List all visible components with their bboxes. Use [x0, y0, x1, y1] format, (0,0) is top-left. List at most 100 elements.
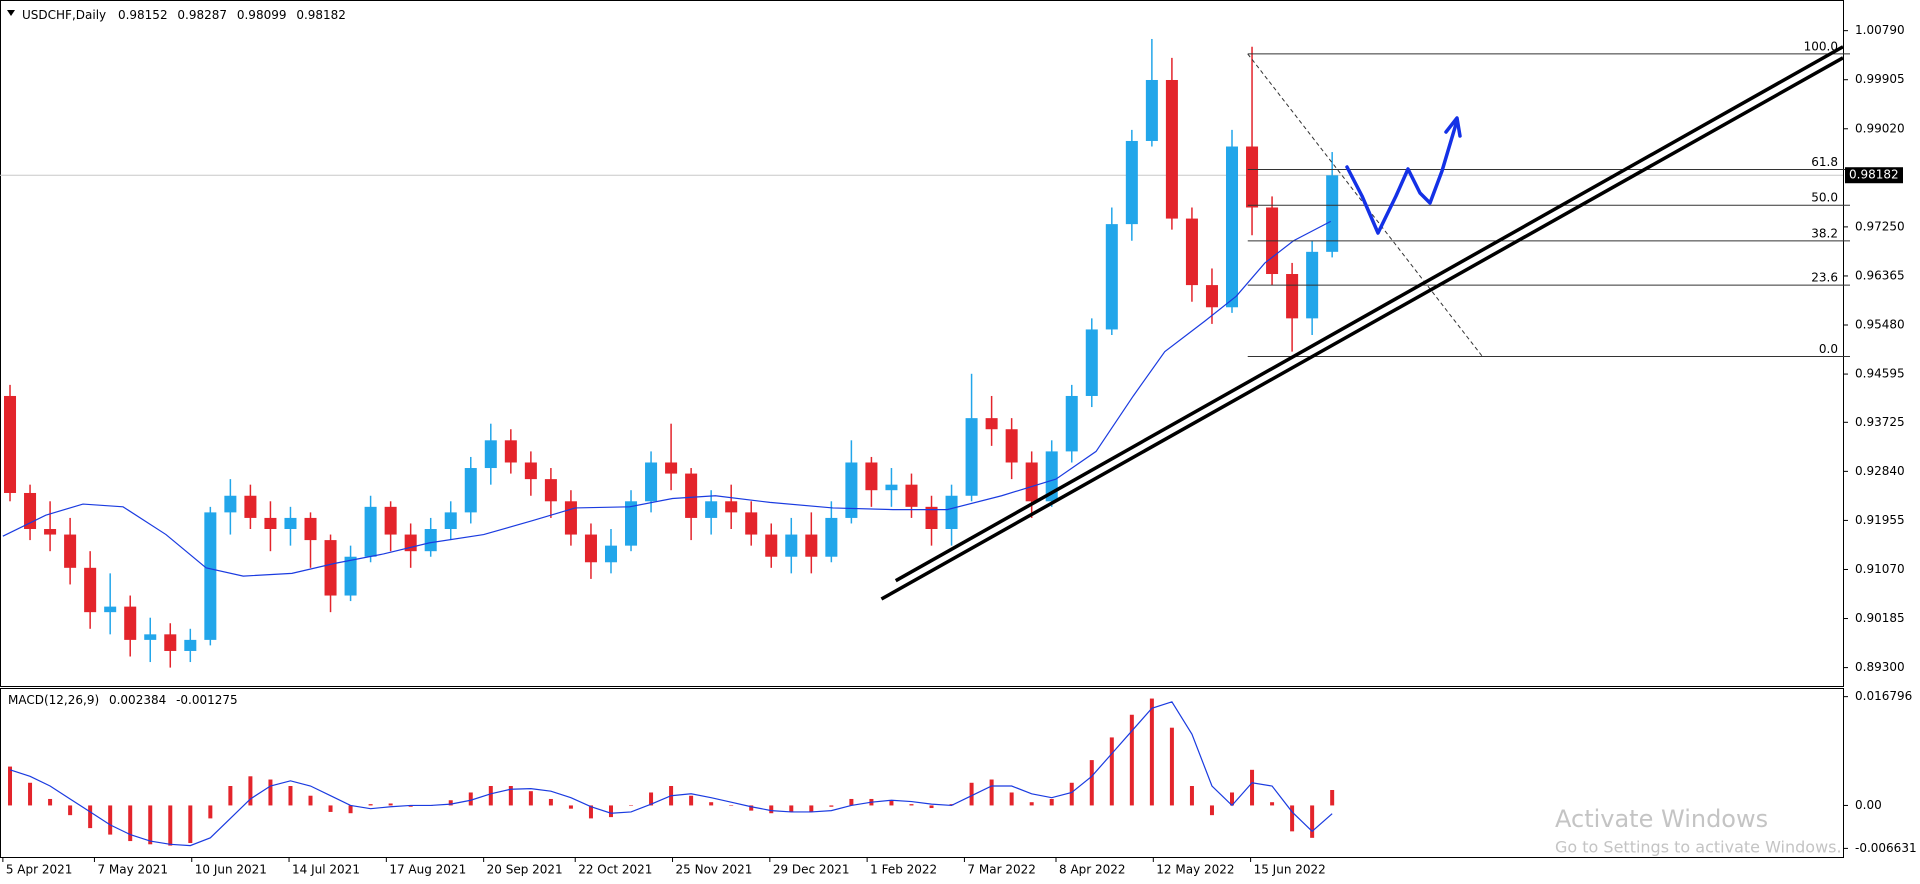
hand-drawn-path: [1345, 122, 1458, 235]
candle-body: [344, 556, 357, 596]
y-tick-label: 0.91070: [1855, 562, 1905, 576]
candle-body: [44, 529, 57, 535]
y-tick-label: 0.92840: [1855, 464, 1905, 478]
macd-bar: [468, 792, 473, 806]
y-tick-label: 0.90185: [1855, 611, 1905, 625]
macd-bar: [1089, 760, 1094, 806]
candle-body: [845, 462, 858, 518]
macd-panel: [0, 688, 1844, 858]
macd-bar: [929, 805, 934, 809]
macd-bar: [268, 779, 273, 806]
macd-bar: [1129, 714, 1134, 806]
fib-level-label: 61.8: [1811, 155, 1838, 169]
candle-body: [1205, 285, 1218, 308]
macd-y-tick-label: 0.016796: [1855, 689, 1912, 703]
candle-body: [985, 418, 998, 430]
candle-body: [925, 506, 938, 530]
x-tick-label: 12 May 2022: [1156, 863, 1234, 877]
candle-body: [584, 534, 597, 563]
candle-body: [304, 517, 317, 541]
candle-body: [665, 462, 678, 474]
macd-signal-value: -0.001275: [176, 693, 238, 707]
macd-bar: [488, 786, 493, 806]
macd-bar: [128, 805, 133, 842]
candle-body: [364, 506, 377, 557]
hand-drawn-arrowhead: [1444, 116, 1462, 138]
candle-body: [1085, 329, 1098, 396]
candle-body: [965, 418, 978, 496]
candle-body: [1246, 146, 1259, 208]
candle-body: [484, 440, 497, 469]
macd-bar: [108, 805, 113, 835]
x-tick-label: 1 Feb 2022: [870, 863, 937, 877]
candle-body: [805, 534, 818, 557]
chart-header: USDCHF,Daily 0.98152 0.98287 0.98099 0.9…: [22, 8, 346, 22]
header-low: 0.98099: [237, 8, 287, 22]
macd-bar: [1290, 805, 1295, 832]
menu-triangle[interactable]: [7, 10, 15, 16]
macd-bar: [849, 798, 854, 806]
macd-title: MACD(12,26,9): [8, 693, 99, 707]
candle-body: [384, 506, 397, 535]
candle-body: [1145, 79, 1158, 141]
candle-body: [164, 634, 177, 651]
macd-bar: [969, 782, 974, 806]
candle-body: [244, 495, 257, 518]
candle-body: [504, 440, 517, 463]
x-tick-label: 20 Sep 2021: [487, 863, 563, 877]
macd-bar: [809, 805, 814, 812]
candle-body: [4, 395, 17, 493]
candle-body: [825, 517, 838, 557]
y-tick-label: 0.99020: [1855, 121, 1905, 135]
candle-body: [1286, 274, 1299, 319]
macd-bar: [1209, 805, 1214, 816]
macd-bar: [689, 795, 694, 806]
macd-bar: [248, 776, 253, 806]
y-tick-label: 0.97250: [1855, 219, 1905, 233]
candle-body: [84, 567, 97, 613]
macd-y-tick-label: 0.00: [1855, 798, 1882, 812]
fib-level-label: 38.2: [1811, 226, 1838, 240]
fib-level-label: 50.0: [1811, 191, 1838, 205]
y-tick-label: 0.99905: [1855, 72, 1905, 86]
candle-body: [765, 534, 778, 557]
macd-bar: [1029, 802, 1034, 806]
candle-body: [1125, 140, 1138, 225]
macd-header: MACD(12,26,9) 0.002384 -0.001275: [8, 693, 238, 707]
macd-bar: [1330, 789, 1335, 806]
fib-level-label: 23.6: [1811, 271, 1838, 285]
candle-body: [204, 512, 217, 640]
candle-body: [1025, 462, 1038, 502]
trendline: [894, 45, 1844, 583]
macd-bar: [789, 805, 794, 812]
macd-bar: [168, 805, 173, 846]
macd-bar: [368, 804, 373, 806]
candle-body: [524, 462, 537, 480]
macd-bar: [989, 779, 994, 806]
candle-body: [785, 534, 798, 557]
candle-body: [685, 473, 698, 518]
macd-bar: [188, 805, 193, 844]
macd-bar: [1069, 782, 1074, 806]
candle-body: [1326, 175, 1339, 252]
macd-bar: [1109, 737, 1114, 806]
macd-bar: [889, 800, 894, 806]
candle-body: [64, 534, 77, 568]
macd-bar: [588, 805, 593, 819]
macd-bar: [1149, 698, 1154, 806]
fib-level-label: 0.0: [1819, 342, 1838, 356]
macd-bar: [1049, 798, 1054, 806]
macd-y-tick-label: -0.006631: [1855, 841, 1917, 855]
y-tick-label: 0.94595: [1855, 367, 1905, 381]
candle-body: [885, 484, 898, 491]
macd-value: 0.002384: [109, 693, 166, 707]
x-tick-label: 8 Apr 2022: [1059, 863, 1126, 877]
macd-bar: [548, 798, 553, 806]
header-high: 0.98287: [177, 8, 227, 22]
macd-bar: [709, 802, 714, 806]
macd-bar: [749, 805, 754, 811]
current-price-label: 0.98182: [1849, 168, 1899, 182]
candle-body: [604, 545, 618, 563]
macd-bar: [1169, 727, 1174, 806]
